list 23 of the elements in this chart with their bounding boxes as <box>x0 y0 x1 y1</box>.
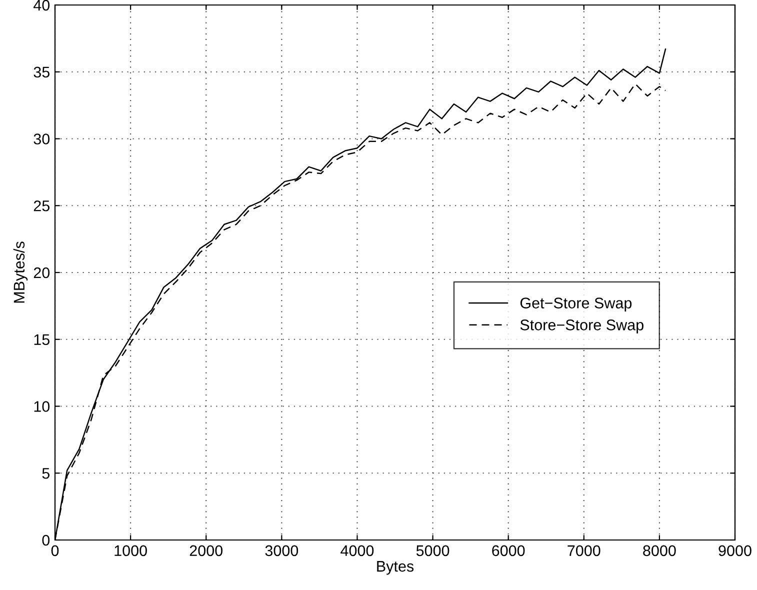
x-axis-title: Bytes <box>377 561 414 575</box>
x-tick-label: 9000 <box>718 545 752 556</box>
y-tick-label: 35 <box>34 66 50 78</box>
x-tick-label: 8000 <box>643 545 676 556</box>
y-tick-label: 10 <box>34 401 50 412</box>
x-tick-label: 1000 <box>114 545 147 556</box>
y-axis-title: MBytes/s <box>13 242 28 303</box>
legend-label: Get−Store Swap <box>520 298 632 312</box>
y-tick-label: 25 <box>34 200 50 212</box>
x-tick-label: 6000 <box>492 545 525 556</box>
y-tick-label: 30 <box>34 134 50 144</box>
x-tick-label: 4000 <box>340 545 374 556</box>
y-tick-label: 40 <box>34 0 50 11</box>
x-tick-label: 7000 <box>568 545 600 556</box>
y-tick-label: 15 <box>34 334 50 346</box>
y-tick-label: 0 <box>42 534 50 546</box>
legend-label: Store−Store Swap <box>520 320 644 334</box>
x-tick-label: 2000 <box>190 545 223 556</box>
x-tick-label: 5000 <box>416 545 450 556</box>
y-tick-label: 5 <box>42 468 50 479</box>
x-tick-label: 3000 <box>265 545 298 556</box>
y-tick-label: 20 <box>34 267 50 278</box>
x-tick-label: 0 <box>51 545 59 556</box>
